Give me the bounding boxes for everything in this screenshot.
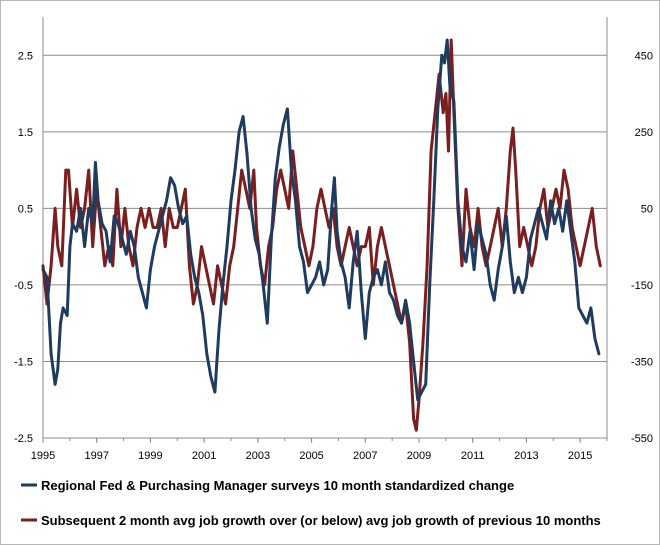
series-line-survey [41,38,601,402]
y-right-tick-label: -350 [631,356,653,368]
y-left-tick-label: 1.5 [18,127,33,139]
legend-label-survey-series: Regional Fed & Purchasing Manager survey… [41,478,514,493]
x-tick-label: 1997 [84,450,108,462]
x-tick-label: 1999 [138,450,162,462]
y-left-tick-label: -0.5 [14,280,33,292]
x-tick-label: 2011 [461,450,485,462]
x-tick-label: 2007 [353,450,377,462]
legend-label-job-growth-series: Subsequent 2 month avg job growth over (… [41,513,601,528]
series-lines [41,38,602,432]
x-tick-label: 2005 [299,450,323,462]
x-tick-label: 2013 [514,450,538,462]
x-tick-label: 2009 [407,450,431,462]
y-right-tick-label: -150 [631,280,653,292]
y-left-tick-label: -1.5 [14,356,33,368]
series-line-job-growth [41,38,602,432]
y-right-tick-label: 450 [635,50,653,62]
legend: Regional Fed & Purchasing Manager survey… [21,478,601,528]
y-left-tick-label: 0.5 [18,203,33,215]
y-right-tick-label: 250 [635,127,653,139]
x-tick-label: 2003 [246,450,270,462]
axes [42,17,608,443]
x-tick-label: 2015 [568,450,592,462]
x-tick-label: 2001 [192,450,216,462]
y-right-tick-label: -550 [631,433,653,445]
y-left-tick-label: 2.5 [18,50,33,62]
y-right-tick-label: 50 [641,203,653,215]
y-left-tick-label: -2.5 [14,433,33,445]
x-tick-label: 1995 [31,450,55,462]
tick-labels: 2.5 1.5 0.5 -0.5 -1.5 -2.5 450 250 50 -150 -350 -55… [14,50,653,462]
